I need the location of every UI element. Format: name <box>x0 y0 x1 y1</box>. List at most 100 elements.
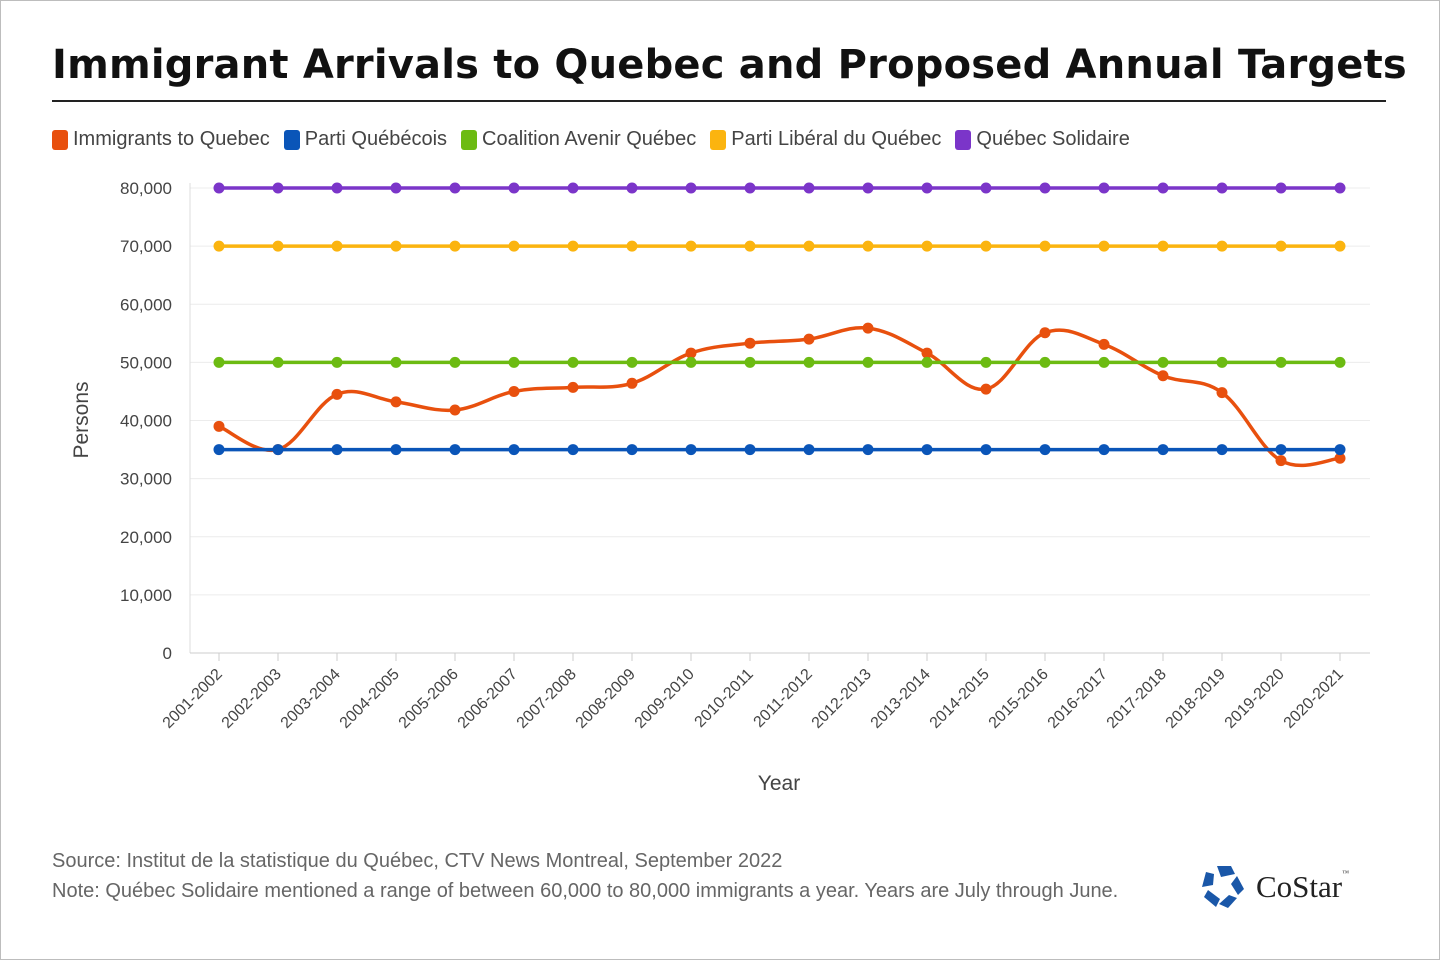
legend-swatch <box>283 129 300 150</box>
x-tick-label: 2018-2019 <box>1163 666 1229 732</box>
data-point <box>803 333 815 345</box>
data-point <box>1334 452 1346 464</box>
data-point <box>1275 182 1287 194</box>
data-point <box>449 444 461 456</box>
data-point <box>744 356 756 368</box>
data-point <box>803 356 815 368</box>
data-point <box>449 404 461 416</box>
data-point <box>213 356 225 368</box>
x-tick-label: 2019-2020 <box>1222 666 1288 732</box>
x-tick-label: 2016-2017 <box>1045 666 1111 732</box>
series-line <box>218 325 1341 468</box>
data-point <box>744 240 756 252</box>
data-point <box>921 347 933 359</box>
data-point <box>1098 182 1110 194</box>
data-point <box>390 396 402 408</box>
data-point <box>1098 444 1110 456</box>
legend-item[interactable]: Coalition Avenir Québec <box>461 128 696 151</box>
data-point <box>567 240 579 252</box>
data-point <box>744 182 756 194</box>
legend-label: Immigrants to Quebec <box>73 128 270 150</box>
data-point <box>685 182 697 194</box>
data-point <box>331 356 343 368</box>
y-tick-label: 40,000 <box>120 412 172 431</box>
legend-swatch <box>461 129 478 150</box>
data-point <box>803 444 815 456</box>
data-point <box>1334 182 1346 194</box>
data-point <box>1098 356 1110 368</box>
x-tick-label: 2011-2012 <box>751 666 816 731</box>
legend-swatch <box>52 129 68 150</box>
data-point <box>862 240 874 252</box>
data-point <box>1098 240 1110 252</box>
legend: Immigrants to Quebec Parti Québécois Coali… <box>52 128 1130 151</box>
legend-item[interactable]: Parti Libéral du Québec <box>710 128 941 151</box>
data-point <box>626 444 638 456</box>
data-point <box>685 347 697 359</box>
data-point <box>862 322 874 334</box>
legend-item[interactable]: Parti Québécois <box>283 128 447 151</box>
x-axis-title: Year <box>758 772 800 795</box>
data-point <box>626 377 638 389</box>
legend-item[interactable]: Immigrants to Quebec <box>52 128 270 151</box>
data-point <box>1334 240 1346 252</box>
legend-swatch <box>955 129 972 150</box>
data-point <box>331 240 343 252</box>
data-point <box>272 182 284 194</box>
data-point <box>685 356 697 368</box>
data-point <box>1157 240 1169 252</box>
data-point <box>1334 356 1346 368</box>
legend-label: Coalition Avenir Québec <box>482 128 697 150</box>
data-point <box>921 182 933 194</box>
data-point <box>567 356 579 368</box>
data-point <box>1275 444 1287 456</box>
data-point <box>1039 444 1051 456</box>
data-point <box>744 444 756 456</box>
y-tick-label: 50,000 <box>120 353 172 372</box>
data-point <box>980 240 992 252</box>
x-tick-label: 2007-2008 <box>514 666 580 732</box>
data-point <box>213 240 225 252</box>
x-tick-label: 2020-2021 <box>1281 666 1347 732</box>
data-point <box>567 381 579 393</box>
x-tick-label: 2009-2010 <box>632 666 698 732</box>
data-point <box>1039 182 1051 194</box>
legend-swatch <box>710 129 727 150</box>
x-tick-label: 2015-2016 <box>986 666 1052 732</box>
data-point <box>390 444 402 456</box>
data-point <box>272 240 284 252</box>
x-tick-label: 2014-2015 <box>927 666 993 732</box>
data-point <box>213 420 225 432</box>
data-point <box>803 240 815 252</box>
data-point <box>331 388 343 400</box>
footer: Source: Institut de la statistique du Qu… <box>52 846 1152 906</box>
data-point <box>1039 356 1051 368</box>
y-axis-title: Persons <box>70 381 93 458</box>
costar-star-icon <box>1202 866 1244 908</box>
data-point <box>1275 455 1287 467</box>
y-tick-label: 70,000 <box>120 237 172 256</box>
data-point <box>980 182 992 194</box>
data-point <box>567 182 579 194</box>
data-point <box>567 444 579 456</box>
costar-logo: CoStar™ <box>1200 864 1349 910</box>
title-divider <box>52 100 1386 102</box>
trademark: ™ <box>1342 869 1349 877</box>
data-point <box>449 240 461 252</box>
data-point <box>862 356 874 368</box>
y-tick-label: 20,000 <box>120 528 172 547</box>
legend-item[interactable]: Québec Solidaire <box>955 128 1130 151</box>
data-point <box>213 182 225 194</box>
x-tick-label: 2017-2018 <box>1104 666 1170 732</box>
data-point <box>921 356 933 368</box>
data-point <box>980 444 992 456</box>
data-point <box>921 444 933 456</box>
x-tick-label: 2008-2009 <box>573 666 639 732</box>
data-point <box>862 444 874 456</box>
data-point <box>1216 356 1228 368</box>
y-tick-label: 10,000 <box>120 586 172 605</box>
data-point <box>449 182 461 194</box>
data-point <box>390 356 402 368</box>
x-tick-label: 2002-2003 <box>219 666 285 732</box>
